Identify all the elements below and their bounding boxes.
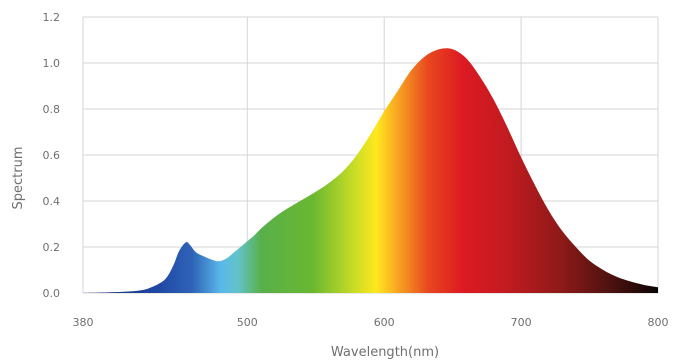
y-tick-label: 0.2 [43, 241, 61, 254]
spectrum-area [83, 48, 658, 293]
y-tick-label: 0.4 [43, 195, 61, 208]
x-tick-label: 380 [73, 316, 94, 329]
y-tick-label: 0.6 [43, 149, 61, 162]
y-tick-label: 1.0 [43, 57, 61, 70]
y-tick-label: 1.2 [43, 11, 61, 24]
x-tick-label: 500 [237, 316, 258, 329]
x-axis-title: Wavelength(nm) [331, 345, 439, 360]
y-axis-title: Spectrum [11, 147, 26, 210]
x-tick-label: 700 [511, 316, 532, 329]
x-tick-label: 600 [374, 316, 395, 329]
y-tick-label: 0.8 [43, 103, 61, 116]
x-tick-label: 800 [648, 316, 669, 329]
y-tick-label: 0.0 [43, 287, 61, 300]
